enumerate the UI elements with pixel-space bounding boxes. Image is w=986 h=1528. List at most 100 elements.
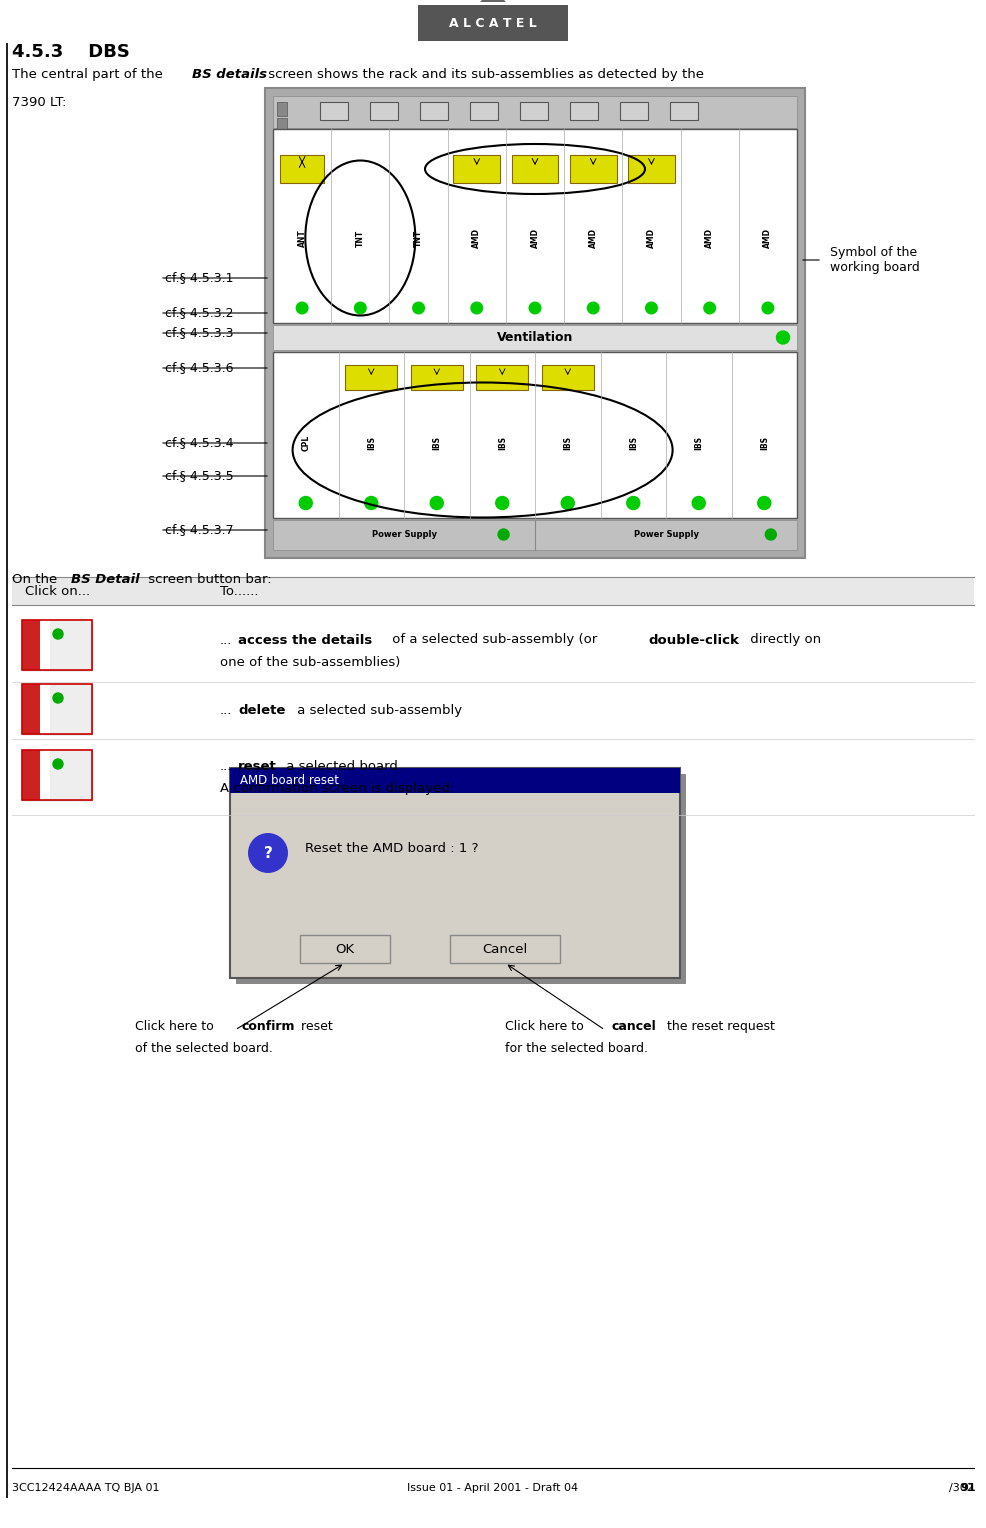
Bar	[50, 620, 92, 669]
Text: cf.§ 4.5.3.1: cf.§ 4.5.3.1	[165, 272, 234, 284]
Text: AMD: AMD	[647, 228, 656, 248]
Text: BS details: BS details	[192, 69, 267, 81]
Text: IBS: IBS	[694, 435, 703, 451]
Circle shape	[498, 529, 509, 539]
Circle shape	[627, 497, 640, 509]
Text: cf.§ 4.5.3.6: cf.§ 4.5.3.6	[165, 362, 234, 374]
FancyBboxPatch shape	[476, 365, 528, 390]
Text: To......: To......	[220, 585, 258, 597]
Text: IBS: IBS	[498, 435, 507, 451]
Bar	[277, 118, 287, 131]
Bar	[22, 750, 67, 801]
Text: ?: ?	[263, 845, 272, 860]
Text: confirm: confirm	[241, 1021, 295, 1033]
FancyBboxPatch shape	[236, 775, 686, 984]
Bar	[40, 685, 50, 733]
FancyBboxPatch shape	[345, 365, 397, 390]
Text: Issue 01 - April 2001 - Draft 04: Issue 01 - April 2001 - Draft 04	[407, 1484, 579, 1493]
Text: Symbol of the
working board: Symbol of the working board	[830, 246, 920, 274]
Text: IBS: IBS	[563, 435, 572, 451]
Text: A L C A T E L: A L C A T E L	[450, 17, 536, 29]
Circle shape	[645, 301, 658, 315]
Bar	[470, 102, 498, 121]
FancyBboxPatch shape	[273, 128, 797, 322]
Circle shape	[246, 831, 290, 876]
Text: BS Detail: BS Detail	[71, 573, 140, 587]
Text: delete: delete	[238, 703, 285, 717]
Circle shape	[430, 497, 444, 509]
Circle shape	[53, 759, 63, 769]
Text: AMD: AMD	[763, 228, 772, 248]
FancyBboxPatch shape	[230, 769, 680, 978]
Text: The central part of the: The central part of the	[12, 69, 167, 81]
Text: cf.§ 4.5.3.7: cf.§ 4.5.3.7	[165, 524, 234, 536]
FancyBboxPatch shape	[628, 154, 674, 183]
Circle shape	[296, 301, 309, 315]
Text: a selected board.: a selected board.	[282, 759, 402, 773]
Bar	[370, 102, 398, 121]
Text: screen button bar:: screen button bar:	[144, 573, 271, 587]
Text: AMD: AMD	[530, 228, 539, 248]
Text: cf.§ 4.5.3.5: cf.§ 4.5.3.5	[165, 469, 234, 483]
Text: ...: ...	[220, 703, 233, 717]
Bar	[230, 769, 680, 793]
Text: cancel: cancel	[611, 1021, 656, 1033]
FancyBboxPatch shape	[450, 935, 560, 963]
Text: Click here to: Click here to	[505, 1021, 588, 1033]
Text: Click here to: Click here to	[135, 1021, 218, 1033]
FancyBboxPatch shape	[570, 154, 616, 183]
Text: IBS: IBS	[760, 435, 769, 451]
Circle shape	[692, 497, 705, 509]
Text: AMD: AMD	[472, 228, 481, 248]
Circle shape	[528, 301, 541, 315]
Text: AMD board reset: AMD board reset	[240, 775, 339, 787]
FancyBboxPatch shape	[22, 750, 92, 801]
Bar	[520, 102, 548, 121]
Bar	[320, 102, 348, 121]
Text: reset: reset	[238, 759, 277, 773]
Circle shape	[761, 301, 774, 315]
Text: double-click: double-click	[648, 634, 739, 646]
Text: one of the sub-assemblies): one of the sub-assemblies)	[220, 656, 400, 669]
Text: AMD: AMD	[705, 228, 714, 248]
Text: of a selected sub-assembly (or: of a selected sub-assembly (or	[388, 634, 601, 646]
FancyBboxPatch shape	[22, 685, 92, 733]
Text: ...: ...	[220, 759, 233, 773]
FancyBboxPatch shape	[280, 154, 324, 183]
Text: AMD: AMD	[589, 228, 598, 248]
Text: 7390 LT:: 7390 LT:	[12, 96, 66, 108]
Circle shape	[412, 301, 425, 315]
FancyBboxPatch shape	[512, 154, 558, 183]
Text: 4.5.3    DBS: 4.5.3 DBS	[12, 43, 130, 61]
Text: a selected sub-assembly: a selected sub-assembly	[293, 703, 462, 717]
Text: reset: reset	[297, 1021, 332, 1033]
Text: TNT: TNT	[414, 229, 423, 246]
Text: IBS: IBS	[367, 435, 376, 451]
Text: OK: OK	[335, 943, 355, 955]
Text: Power Supply: Power Supply	[633, 530, 698, 539]
Circle shape	[299, 497, 313, 509]
Bar	[50, 685, 92, 733]
Bar	[420, 102, 448, 121]
Bar	[670, 102, 698, 121]
Bar	[620, 102, 648, 121]
Bar	[40, 620, 50, 669]
Bar	[50, 750, 92, 801]
Text: cf.§ 4.5.3.2: cf.§ 4.5.3.2	[165, 307, 234, 319]
Bar	[40, 750, 50, 801]
Text: /302: /302	[950, 1484, 974, 1493]
Bar	[22, 685, 67, 733]
Text: ...: ...	[220, 634, 233, 646]
Circle shape	[765, 529, 776, 539]
Circle shape	[470, 301, 483, 315]
Bar	[12, 578, 974, 605]
Text: directly on: directly on	[746, 634, 821, 646]
FancyBboxPatch shape	[418, 5, 568, 41]
FancyBboxPatch shape	[541, 365, 594, 390]
Circle shape	[365, 497, 378, 509]
Polygon shape	[480, 0, 506, 2]
Text: TNT: TNT	[356, 229, 365, 246]
Text: of the selected board.: of the selected board.	[135, 1042, 273, 1054]
Text: 3CC12424AAAA TQ BJA 01: 3CC12424AAAA TQ BJA 01	[12, 1484, 160, 1493]
FancyBboxPatch shape	[22, 620, 92, 669]
